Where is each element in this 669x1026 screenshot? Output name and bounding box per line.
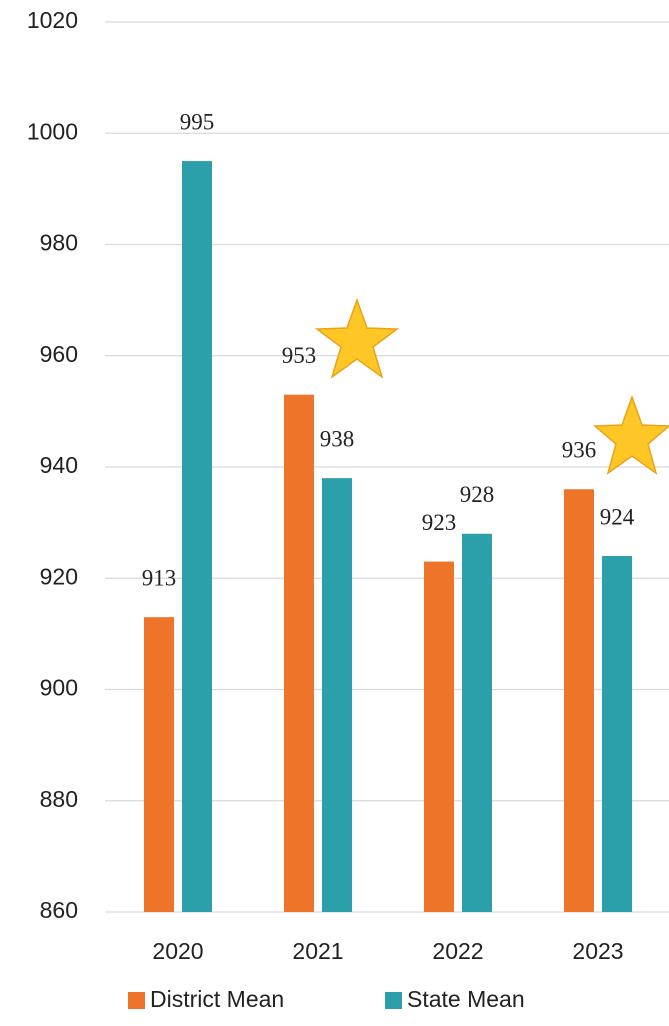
y-tick-label: 960 (40, 341, 78, 367)
y-tick-label: 880 (40, 786, 78, 812)
data-label: 995 (180, 109, 215, 134)
legend-swatch (128, 992, 145, 1009)
y-tick-label: 920 (40, 563, 78, 589)
x-tick-label: 2023 (572, 938, 623, 964)
bar (284, 394, 314, 912)
stars (314, 297, 669, 475)
legend-label: State Mean (407, 986, 525, 1012)
data-label: 913 (142, 565, 177, 590)
bar (462, 533, 492, 912)
x-tick-label: 2020 (152, 938, 203, 964)
bar (322, 478, 352, 912)
y-tick-label: 980 (40, 230, 78, 256)
data-label: 936 (562, 438, 597, 463)
bar (602, 556, 632, 912)
y-tick-label: 940 (40, 452, 78, 478)
star (593, 394, 669, 475)
legend-label: District Mean (150, 986, 284, 1012)
data-label: 924 (600, 504, 635, 529)
legend-swatch (385, 992, 402, 1009)
data-label: 928 (460, 482, 495, 507)
y-tick-label: 1020 (27, 7, 78, 33)
data-label: 938 (320, 426, 355, 451)
bar (424, 561, 454, 912)
x-tick-label: 2021 (292, 938, 343, 964)
y-tick-label: 1000 (27, 118, 78, 144)
data-label: 923 (422, 510, 457, 535)
star (314, 297, 400, 379)
bar (182, 161, 212, 912)
x-tick-label: 2022 (432, 938, 483, 964)
y-tick-label: 900 (40, 675, 78, 701)
bar (144, 617, 174, 912)
bar (564, 489, 594, 912)
data-label: 953 (282, 343, 317, 368)
y-tick-label: 860 (40, 897, 78, 923)
